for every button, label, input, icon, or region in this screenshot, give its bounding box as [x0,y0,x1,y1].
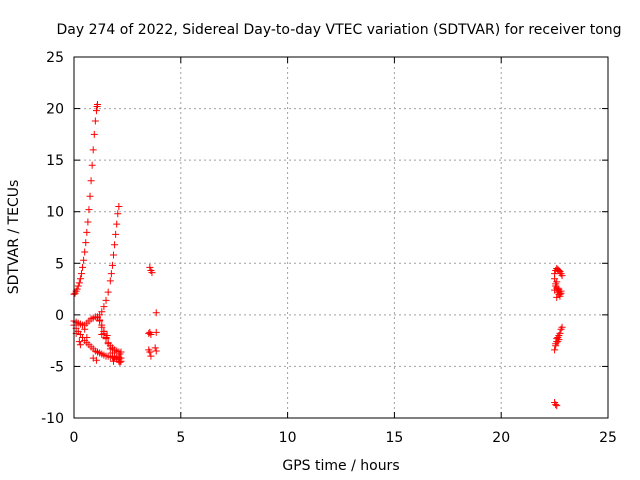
data-point [74,282,82,290]
data-point [96,317,104,325]
series-arc-rising-1 [70,100,101,298]
data-point [89,146,97,154]
data-point [110,357,118,365]
data-point [556,329,564,337]
data-point [114,210,122,218]
data-point [75,279,83,287]
data-point [108,261,116,269]
y-tick-label: 25 [46,50,64,66]
data-point [146,348,154,356]
data-point [112,230,120,238]
data-point [84,218,92,226]
data-point [81,325,89,333]
data-point [558,323,566,331]
data-point [87,177,95,185]
data-point [116,358,124,366]
y-axis-label: SDTVAR / TECUs [6,180,22,295]
data-point [90,130,98,138]
series-cluster-22.7h-upper [551,264,566,301]
data-point [93,100,101,108]
data-point [147,352,155,360]
data-point [113,220,121,228]
data-point [85,206,93,214]
data-point [73,285,81,293]
data-point [92,107,100,115]
series-cluster-3.6h [145,263,160,360]
data-point [553,293,561,301]
y-tick-label: -10 [41,411,64,427]
data-point [103,331,111,339]
data-point [151,344,159,352]
data-point [555,285,563,293]
data-point [552,401,560,409]
x-axis-label: GPS time / hours [282,458,399,474]
data-point [146,263,154,271]
series-arc-rising-2 [96,203,123,319]
data-point [88,161,96,169]
data-point [553,278,561,286]
data-points [70,100,566,410]
axis-ticks: 0 5 10 15 20 25 -10 -5 0 5 10 15 20 25 [41,50,617,446]
data-point [100,303,108,311]
data-point [81,248,89,256]
data-point [102,296,110,304]
data-point [76,341,84,349]
series-band-scatter [72,325,124,365]
data-point [80,256,88,264]
x-tick-label: 5 [176,430,185,446]
data-point [75,338,83,346]
y-tick-label: 10 [46,205,64,221]
x-tick-label: 10 [279,430,297,446]
data-point [116,350,124,358]
chart-title: Day 274 of 2022, Sidereal Day-to-day VTE… [56,22,621,38]
data-point [115,203,123,211]
x-tick-label: 25 [599,430,617,446]
data-point [115,353,123,361]
data-point [148,269,156,277]
plot-frame [73,56,609,419]
data-point [91,117,99,125]
data-point [82,239,90,247]
y-tick-label: 15 [46,153,64,169]
series-cluster-22.7h-lower [551,323,566,354]
data-point [110,251,118,259]
data-point [107,270,115,278]
y-tick-label: 20 [46,102,64,118]
data-point [551,346,559,354]
grid-lines [74,57,608,418]
data-point [83,228,91,236]
data-point [92,356,100,364]
data-point [83,334,91,342]
data-point [152,309,160,317]
data-point [152,328,160,336]
data-point [152,347,160,355]
data-point [98,323,106,331]
data-point [552,282,560,290]
data-point [555,336,563,344]
data-point [553,402,561,410]
data-point [558,272,566,280]
x-tick-label: 0 [70,430,79,446]
y-tick-label: 0 [55,308,64,324]
series-band-lower [70,321,125,363]
data-point [104,288,112,296]
y-tick-label: 5 [55,256,64,272]
data-point [86,192,94,200]
data-point [102,335,110,343]
data-point [106,277,114,285]
data-point [76,275,84,283]
data-point [79,263,87,271]
x-tick-label: 20 [492,430,510,446]
y-tick-label: -5 [50,359,64,375]
x-tick-label: 15 [385,430,403,446]
data-point [147,330,155,338]
data-point [556,290,564,298]
data-point [77,270,85,278]
series-outlier-22.5h [551,399,561,410]
data-point [98,308,106,316]
data-point [100,327,108,335]
data-point [111,241,119,249]
